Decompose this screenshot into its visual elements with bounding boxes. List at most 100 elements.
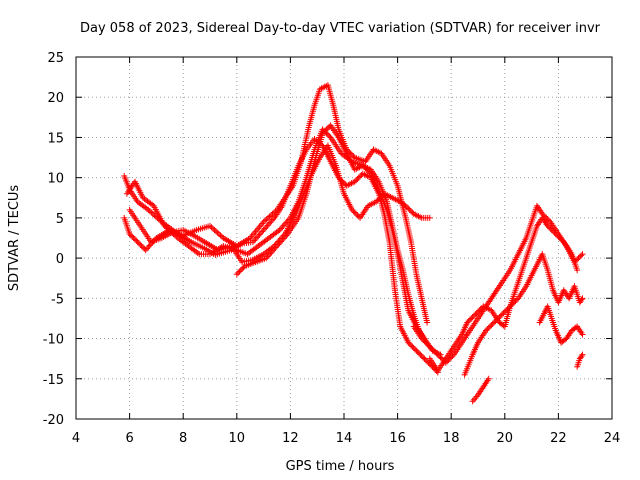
data-point [144,245,151,252]
data-point [546,224,553,231]
data-point [142,247,149,254]
data-point [496,314,503,321]
chart-title: Day 058 of 2023, Sidereal Day-to-day VTE… [80,21,601,36]
data-point [406,340,413,347]
data-point [214,229,221,236]
series-track-9 [461,251,586,378]
data-point [173,233,180,240]
data-point [578,296,585,303]
data-point [413,347,420,354]
data-point [424,340,431,347]
data-point [240,264,247,271]
data-point [434,351,441,358]
data-point [322,127,329,134]
data-point [353,177,360,184]
data-point [468,315,475,322]
data-point [235,269,242,276]
x-tick-label: 16 [389,431,406,446]
data-point [579,251,586,258]
data-point [547,225,554,232]
data-point [464,319,471,326]
data-point [140,244,146,251]
data-point [512,298,519,305]
data-point [354,176,361,183]
data-point [209,225,216,232]
data-point [324,131,331,138]
data-point [465,318,472,325]
data-point [350,208,357,215]
data-point [162,224,169,231]
data-point [483,327,490,334]
data-point [274,243,280,250]
data-point [377,194,384,201]
data-point [488,322,495,329]
data-point [578,352,585,359]
data-point [215,230,222,237]
data-point [555,233,562,240]
x-tick-label: 18 [443,431,460,446]
data-point [269,210,276,217]
data-point [265,214,272,221]
data-point [509,300,516,307]
data-point [548,226,555,233]
y-tick-label: -5 [51,292,64,307]
x-tick-label: 8 [179,431,187,446]
data-point [469,314,476,321]
data-point [500,310,507,317]
x-tick-label: 10 [229,431,246,446]
data-point [472,311,479,318]
data-point [503,307,510,314]
data-point [282,220,289,227]
y-tick-label: -20 [43,413,64,428]
data-point [127,232,134,239]
data-point [355,174,362,181]
data-point [237,267,244,274]
y-tick-label: 5 [56,212,64,227]
data-point [416,350,423,357]
data-point [233,271,240,278]
data-point [259,228,266,235]
y-tick-label: -10 [43,333,64,348]
data-point [432,348,439,355]
data-point [493,316,500,323]
data-point [266,213,273,220]
data-point [212,228,219,235]
data-point [326,133,333,140]
data-point [133,237,140,244]
series-track-7 [426,214,581,374]
data-point [319,130,326,137]
data-point [255,232,262,239]
data-point [574,256,581,263]
y-tick-label: 20 [47,91,64,106]
x-tick-label: 22 [550,431,567,446]
data-point [473,310,480,317]
data-point [485,324,492,331]
data-point [256,231,263,238]
data-point [278,225,285,232]
data-point [135,240,142,247]
data-point [430,347,437,354]
data-series [121,82,586,405]
data-point [476,307,483,314]
data-point [422,339,429,346]
data-point [271,209,278,216]
data-point [578,252,585,259]
data-point [475,308,481,315]
data-point [477,306,484,313]
data-point [437,354,444,361]
data-point [351,209,358,216]
data-point [551,229,558,236]
data-point [262,217,269,224]
data-point [408,208,414,215]
data-point [134,239,141,246]
data-point [208,224,215,231]
data-point [418,335,425,342]
data-point [275,241,282,248]
data-point [409,343,416,350]
data-point [357,173,364,180]
y-tick-label: 0 [56,252,64,267]
data-point [272,244,279,251]
data-point [418,352,425,359]
data-point [280,222,287,229]
data-point [425,342,432,349]
